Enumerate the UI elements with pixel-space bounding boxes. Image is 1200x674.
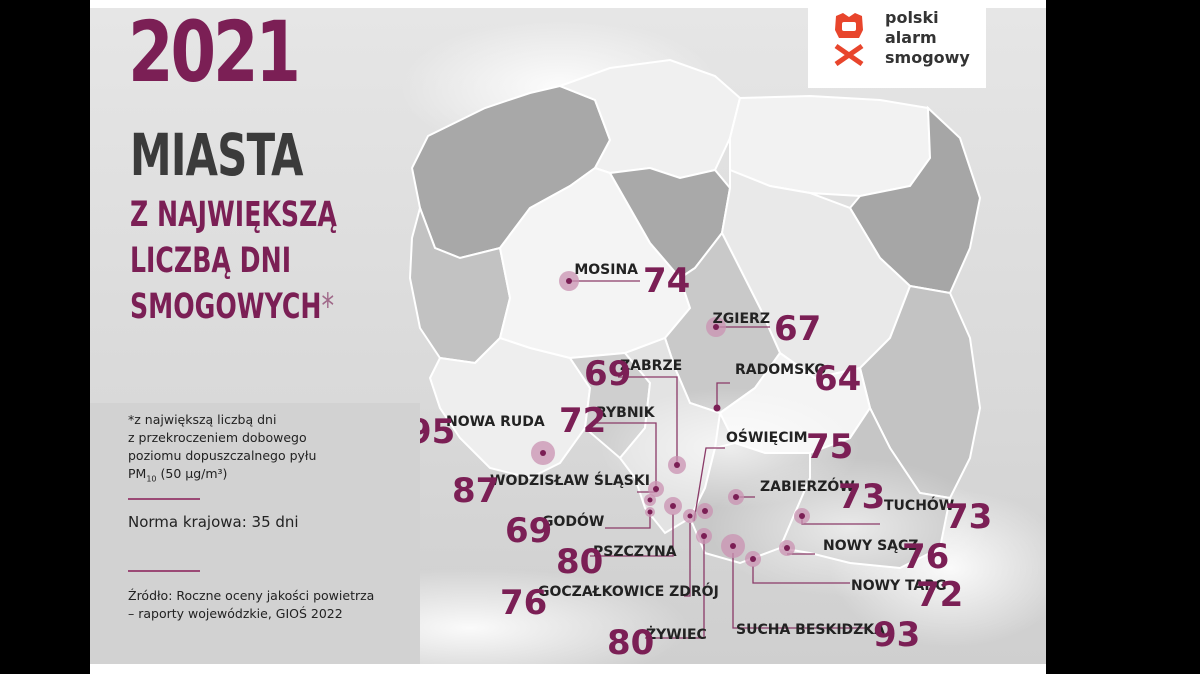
city-days: 69 xyxy=(584,354,631,394)
marker-sucha xyxy=(721,534,745,558)
city-name: NOWY TARG xyxy=(851,578,947,594)
leader-lines xyxy=(569,280,880,639)
info-panel xyxy=(90,403,420,664)
leader-oswiecim xyxy=(693,447,725,522)
city-name: OŚWIĘCIM xyxy=(726,428,808,446)
left-letterbox xyxy=(0,0,90,674)
leader-godow xyxy=(605,512,651,529)
city-days: 64 xyxy=(814,359,861,399)
logo-text: polski alarm smogowy xyxy=(885,8,970,68)
marker-rybnik xyxy=(648,481,664,497)
city-name: ZABIERZÓW xyxy=(760,477,855,495)
leader-rybnik xyxy=(595,422,657,489)
leader-radomsko xyxy=(716,382,730,408)
footnote: *z największą liczbą dni z przekroczenie… xyxy=(128,411,388,489)
city-days: 72 xyxy=(916,575,963,615)
marker-nowy-targ xyxy=(745,551,761,567)
city-name: SUCHA BESKIDZKA xyxy=(736,622,885,638)
city-days: 72 xyxy=(559,401,606,441)
infographic-slide: MOSINA 74 ZGIERZ 67 ZABRZE 69 RADOMSKO 6… xyxy=(90,8,1046,664)
city-name: ZGIERZ xyxy=(713,311,770,327)
source-note: Źródło: Roczne oceny jakości powietrza –… xyxy=(128,587,398,623)
footnote-pm-line: PM10 (50 μg/m³) xyxy=(128,465,388,489)
footnote-line: z przekroczeniem dobowego xyxy=(128,430,307,445)
leader-sucha xyxy=(732,553,870,629)
asterisk-mark: * xyxy=(321,287,335,327)
marker-pszczyna xyxy=(664,497,682,515)
footnote-line: poziomu dopuszczalnego pyłu xyxy=(128,448,317,463)
marker-zabrze xyxy=(668,456,686,474)
marker-zabierzow xyxy=(728,489,744,505)
leader-goczalkowice xyxy=(684,523,691,597)
divider xyxy=(128,498,200,500)
city-name: GOCZAŁKOWICE ZDRÓJ xyxy=(538,582,719,600)
leader-pszczyna xyxy=(590,514,674,557)
city-labels: MOSINA 74 ZGIERZ 67 ZABRZE 69 RADOMSKO 6… xyxy=(408,261,992,663)
subtitle-line-3: SMOGOWYCH* xyxy=(130,290,334,325)
marker-radomsko xyxy=(713,404,721,412)
marker-tuchow xyxy=(794,508,810,524)
subtitle-line-3-text: SMOGOWYCH xyxy=(130,287,322,327)
city-days: 74 xyxy=(643,261,690,301)
city-name: ZABRZE xyxy=(620,358,682,374)
leader-zabrze xyxy=(618,376,678,465)
city-name: RYBNIK xyxy=(596,405,656,421)
marker-wodzislaw xyxy=(644,494,656,506)
marker-goczalkowice xyxy=(683,509,697,523)
marker-mosina xyxy=(559,271,579,291)
source-line: – raporty wojewódzkie, GIOŚ 2022 xyxy=(128,606,343,621)
subtitle-line-1: Z NAJWIĘKSZĄ xyxy=(130,195,337,235)
title-heading: MIASTA xyxy=(130,121,303,189)
city-days: 76 xyxy=(902,537,949,577)
logo-line: alarm xyxy=(885,28,937,47)
city-name: RADOMSKO xyxy=(735,362,826,378)
marker-godow xyxy=(645,507,655,517)
city-name: GODÓW xyxy=(542,512,604,530)
city-days: 80 xyxy=(556,542,603,582)
city-days: 67 xyxy=(774,309,821,349)
region-dolnoslaskie xyxy=(428,336,592,480)
fog-blob xyxy=(710,458,990,598)
leader-zywiec xyxy=(645,538,705,639)
year-heading: 2021 xyxy=(128,8,301,101)
leader-nowy-targ xyxy=(752,566,850,584)
source-line: Źródło: Roczne oceny jakości powietrza xyxy=(128,588,375,603)
city-name: ŻYWIEC xyxy=(646,626,707,643)
right-letterbox xyxy=(1046,0,1200,674)
city-name: MOSINA xyxy=(574,262,638,278)
city-days: 75 xyxy=(806,427,853,467)
city-name: NOWA RUDA xyxy=(446,414,545,430)
marker-nowa-ruda xyxy=(531,441,555,465)
national-norm: Norma krajowa: 35 dni xyxy=(128,513,299,531)
subtitle-line-2: LICZBĄ DNI xyxy=(130,241,292,281)
city-days: 73 xyxy=(945,497,992,537)
marker-zgierz xyxy=(706,317,726,337)
pm-limit: (50 μg/m³) xyxy=(160,466,228,481)
city-name: TUCHÓW xyxy=(884,496,954,514)
city-name: NOWY SĄCZ xyxy=(823,538,918,554)
city-days: 73 xyxy=(838,477,885,517)
divider xyxy=(128,570,200,572)
city-days: 76 xyxy=(500,583,547,623)
city-days: 93 xyxy=(873,615,920,655)
city-name: WODZISŁAW ŚLĄSKI xyxy=(490,471,650,489)
marker-nowy-sacz xyxy=(779,540,795,556)
pm-subscript: 10 xyxy=(146,474,157,484)
pm-label: PM xyxy=(128,466,147,481)
marker-zywiec xyxy=(696,528,712,544)
marker-oswiecim xyxy=(697,503,713,519)
logo-line: polski xyxy=(885,8,939,27)
city-days: 80 xyxy=(607,623,654,663)
city-name: PSZCZYNA xyxy=(593,544,677,560)
poland-map: MOSINA 74 ZGIERZ 67 ZABRZE 69 RADOMSKO 6… xyxy=(250,18,1046,664)
city-markers xyxy=(531,271,810,567)
footnote-line: *z największą liczbą dni xyxy=(128,412,277,427)
city-days: 69 xyxy=(505,511,552,551)
city-days: 87 xyxy=(452,471,499,511)
logo-line: smogowy xyxy=(885,48,970,67)
gas-mask-icon xyxy=(834,13,864,66)
